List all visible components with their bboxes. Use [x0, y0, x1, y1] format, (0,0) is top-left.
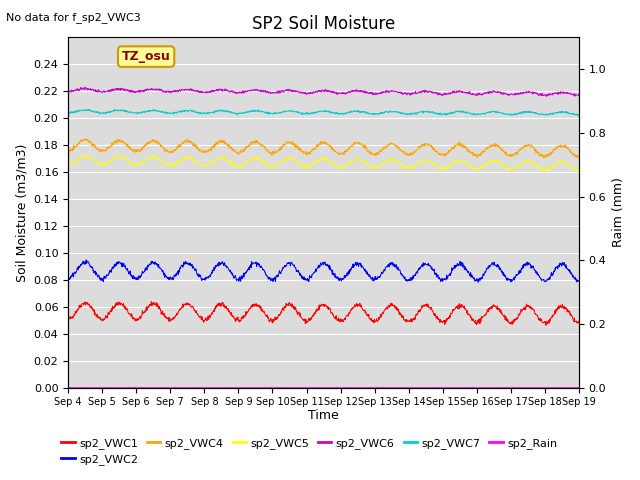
sp2_VWC7 [236, 111, 243, 117]
sp2_Rain [469, 385, 477, 391]
sp2_VWC4 [179, 140, 186, 146]
sp2_VWC6 [179, 87, 186, 93]
Title: SP2 Soil Moisture: SP2 Soil Moisture [252, 15, 395, 33]
sp2_VWC5 [575, 167, 583, 172]
sp2_VWC2 [474, 279, 482, 285]
sp2_VWC5 [470, 165, 477, 170]
sp2_VWC6 [515, 91, 522, 96]
X-axis label: Time: Time [308, 409, 339, 422]
sp2_VWC4 [403, 152, 411, 158]
sp2_VWC1 [542, 323, 550, 328]
sp2_VWC1 [403, 318, 411, 324]
sp2_VWC4 [166, 149, 173, 155]
Y-axis label: Raim (mm): Raim (mm) [612, 178, 625, 248]
Text: No data for f_sp2_VWC3: No data for f_sp2_VWC3 [6, 12, 141, 23]
sp2_VWC2 [166, 276, 173, 282]
sp2_VWC5 [166, 163, 173, 168]
sp2_VWC2 [64, 275, 72, 281]
sp2_VWC7 [470, 110, 477, 116]
sp2_VWC4 [470, 153, 477, 159]
Legend: sp2_VWC1, sp2_VWC2, sp2_VWC4, sp2_VWC5, sp2_VWC6, sp2_VWC7, sp2_Rain: sp2_VWC1, sp2_VWC2, sp2_VWC4, sp2_VWC5, … [57, 433, 562, 469]
sp2_VWC5 [403, 165, 411, 171]
sp2_VWC1 [575, 319, 583, 325]
sp2_VWC6 [81, 84, 89, 90]
sp2_VWC1 [236, 319, 243, 325]
sp2_VWC2 [236, 277, 243, 283]
sp2_VWC6 [236, 89, 243, 95]
sp2_VWC2 [403, 276, 411, 282]
sp2_Rain [515, 385, 522, 391]
sp2_VWC6 [543, 93, 550, 99]
Line: sp2_VWC5: sp2_VWC5 [68, 155, 579, 170]
sp2_VWC5 [179, 156, 186, 162]
sp2_VWC6 [64, 88, 72, 94]
sp2_VWC1 [166, 317, 173, 323]
sp2_VWC4 [81, 136, 89, 142]
Line: sp2_VWC7: sp2_VWC7 [68, 109, 579, 115]
sp2_Rain [178, 385, 186, 391]
sp2_VWC7 [515, 111, 522, 117]
sp2_VWC5 [80, 152, 88, 158]
sp2_VWC7 [403, 111, 411, 117]
sp2_VWC7 [150, 107, 157, 112]
sp2_Rain [403, 385, 410, 391]
sp2_Rain [166, 385, 173, 391]
sp2_VWC1 [515, 312, 522, 317]
sp2_Rain [235, 385, 243, 391]
Y-axis label: Soil Moisture (m3/m3): Soil Moisture (m3/m3) [15, 144, 28, 282]
sp2_VWC7 [575, 112, 583, 118]
sp2_VWC5 [64, 161, 72, 167]
sp2_VWC6 [403, 92, 411, 98]
sp2_VWC2 [470, 276, 477, 282]
sp2_Rain [64, 385, 72, 391]
sp2_VWC1 [64, 315, 72, 321]
sp2_VWC7 [64, 110, 72, 116]
sp2_VWC4 [540, 155, 548, 161]
sp2_VWC4 [236, 151, 243, 157]
sp2_VWC6 [575, 93, 583, 99]
sp2_VWC4 [515, 148, 522, 154]
Line: sp2_VWC6: sp2_VWC6 [68, 87, 579, 96]
sp2_VWC2 [575, 278, 583, 284]
sp2_VWC5 [573, 168, 581, 173]
Text: TZ_osu: TZ_osu [122, 50, 170, 63]
sp2_VWC6 [470, 91, 477, 97]
sp2_VWC6 [166, 89, 173, 95]
sp2_VWC1 [470, 318, 477, 324]
sp2_VWC2 [179, 263, 186, 268]
sp2_VWC7 [179, 109, 186, 115]
sp2_VWC1 [147, 299, 155, 305]
sp2_VWC4 [575, 154, 583, 160]
Line: sp2_VWC2: sp2_VWC2 [68, 260, 579, 282]
sp2_Rain [575, 385, 583, 391]
sp2_VWC4 [64, 149, 72, 155]
sp2_VWC2 [515, 271, 523, 276]
sp2_VWC5 [515, 162, 522, 168]
Line: sp2_VWC4: sp2_VWC4 [68, 139, 579, 158]
sp2_VWC5 [236, 164, 243, 169]
sp2_VWC2 [83, 257, 90, 263]
Line: sp2_VWC1: sp2_VWC1 [68, 302, 579, 325]
sp2_VWC7 [166, 110, 173, 116]
sp2_VWC1 [179, 304, 186, 310]
sp2_VWC7 [575, 112, 582, 118]
